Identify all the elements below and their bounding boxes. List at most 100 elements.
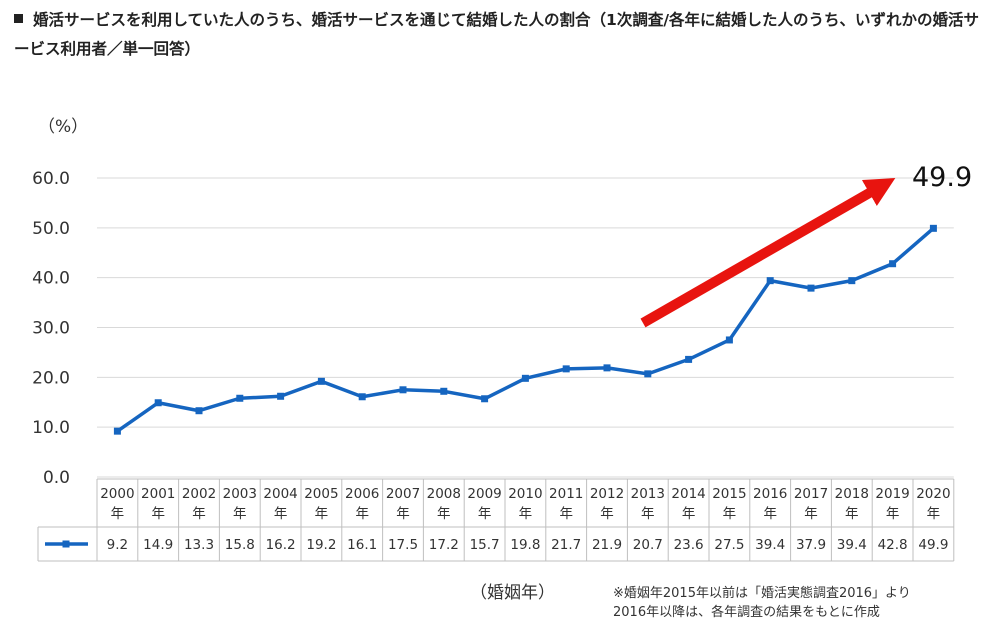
year-label: 2014 (671, 486, 705, 502)
data-point (317, 377, 325, 385)
year-suffix: 年 (927, 506, 941, 522)
data-point (358, 393, 366, 401)
year-label: 2018 (835, 486, 869, 502)
table-value: 21.7 (551, 537, 581, 553)
year-suffix: 年 (355, 506, 369, 522)
y-tick-label: 10.0 (32, 418, 70, 438)
year-suffix: 年 (478, 506, 492, 522)
year-suffix: 年 (233, 506, 247, 522)
data-point (440, 387, 448, 395)
data-point (889, 260, 897, 268)
year-label: 2008 (427, 486, 461, 502)
year-suffix: 年 (886, 506, 900, 522)
trend-arrow (640, 178, 896, 328)
year-label: 2017 (794, 486, 828, 502)
y-tick-label: 30.0 (32, 319, 70, 339)
year-suffix: 年 (559, 506, 573, 522)
x-axis-label: （婚姻年） (470, 583, 555, 603)
y-tick-label: 50.0 (32, 219, 70, 239)
chart-title-text: 婚活サービスを利用していた人のうち、婚活サービスを通じて結婚した人の割合（1次調… (14, 11, 979, 58)
data-point (685, 355, 693, 363)
data-point (277, 392, 285, 400)
table-value: 19.8 (510, 537, 540, 553)
year-label: 2009 (467, 486, 501, 502)
year-label: 2003 (223, 486, 257, 502)
year-suffix: 年 (804, 506, 818, 522)
table-value: 20.7 (633, 537, 663, 553)
table-value: 49.9 (918, 537, 948, 553)
table-value: 13.3 (184, 537, 214, 553)
year-suffix: 年 (519, 506, 533, 522)
data-point (562, 365, 570, 373)
year-label: 2013 (631, 486, 665, 502)
year-suffix: 年 (396, 506, 410, 522)
peak-value-annotation: 49.9 (912, 162, 972, 193)
year-suffix: 年 (600, 506, 614, 522)
year-label: 2015 (712, 486, 746, 502)
table-value: 23.6 (674, 537, 704, 553)
data-point (399, 386, 407, 394)
table-value: 15.7 (470, 537, 500, 553)
data-point (807, 284, 815, 292)
year-suffix: 年 (845, 506, 859, 522)
year-label: 2001 (141, 486, 175, 502)
table-value: 37.9 (796, 537, 826, 553)
year-label: 2011 (549, 486, 583, 502)
year-label: 2007 (386, 486, 420, 502)
data-point (236, 394, 244, 402)
data-point (644, 370, 652, 378)
table-value: 19.2 (306, 537, 336, 553)
data-point (113, 427, 121, 435)
table-value: 15.8 (225, 537, 255, 553)
year-suffix: 年 (192, 506, 206, 522)
year-label: 2006 (345, 486, 379, 502)
chart-title: 婚活サービスを利用していた人のうち、婚活サービスを通じて結婚した人の割合（1次調… (14, 6, 989, 64)
table-value: 42.8 (878, 537, 908, 553)
y-ticks: 0.0 10.0 20.0 30.0 40.0 50.0 60.0 (32, 169, 70, 488)
table-value: 39.4 (755, 537, 785, 553)
year-label: 2020 (916, 486, 950, 502)
year-label: 2019 (875, 486, 909, 502)
year-suffix: 年 (111, 506, 125, 522)
data-point (481, 395, 489, 403)
table-value: 14.9 (143, 537, 173, 553)
data-point (766, 277, 774, 285)
year-suffix: 年 (274, 506, 288, 522)
year-suffix: 年 (723, 506, 737, 522)
legend-marker (62, 540, 70, 548)
series-layer (113, 224, 937, 435)
year-suffix: 年 (437, 506, 451, 522)
source-note-line-1: ※婚姻年2015年以前は「婚活実態調査2016」より (613, 585, 911, 601)
data-point (154, 399, 162, 407)
table-value: 16.2 (266, 537, 296, 553)
data-point (725, 336, 733, 344)
year-label: 2004 (263, 486, 297, 502)
year-suffix: 年 (763, 506, 777, 522)
table-value: 16.1 (347, 537, 377, 553)
year-label: 2010 (508, 486, 542, 502)
table-value: 9.2 (107, 537, 128, 553)
y-tick-label: 40.0 (32, 269, 70, 289)
table-value: 27.5 (714, 537, 744, 553)
year-label: 2012 (590, 486, 624, 502)
y-tick-label: 60.0 (32, 169, 70, 189)
data-point (603, 364, 611, 372)
y-axis-label: （%） (38, 117, 88, 137)
data-point (848, 277, 856, 285)
year-suffix: 年 (315, 506, 329, 522)
data-point (195, 407, 203, 415)
table-value: 17.5 (388, 537, 418, 553)
y-tick-label: 0.0 (43, 468, 70, 488)
year-suffix: 年 (641, 506, 655, 522)
title-bullet-icon (14, 14, 23, 23)
y-tick-label: 20.0 (32, 368, 70, 388)
year-label: 2005 (304, 486, 338, 502)
data-point (521, 374, 529, 382)
year-suffix: 年 (682, 506, 696, 522)
data-table: 2000 年 9.2 2001 年 14.9 2002 年 13.3 2003 年 15.8 2004 年… (37, 478, 955, 562)
table-value: 21.9 (592, 537, 622, 553)
year-suffix: 年 (151, 506, 165, 522)
year-label: 2000 (100, 486, 134, 502)
year-label: 2016 (753, 486, 787, 502)
